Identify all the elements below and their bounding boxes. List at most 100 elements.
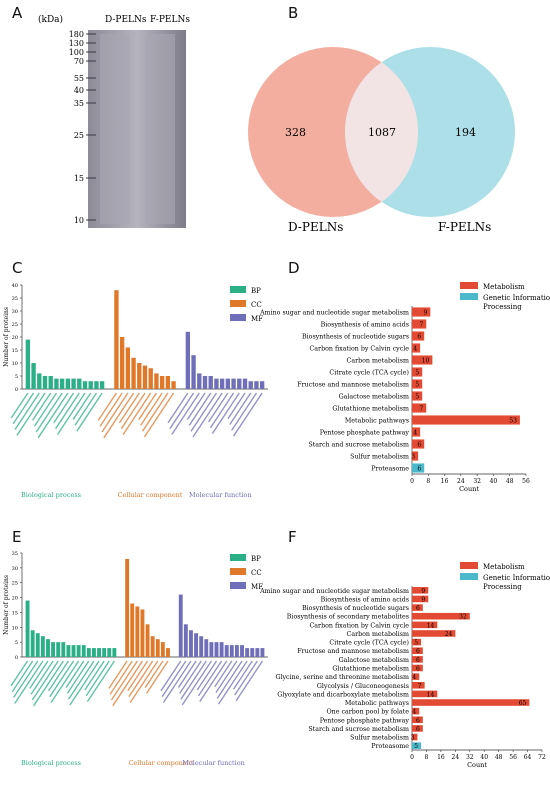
gel-lane2-label: F-PELNs xyxy=(150,15,190,25)
term-label-mark xyxy=(33,392,58,427)
bar-value-label: 5 xyxy=(415,394,419,401)
category-label: Metabolic pathways xyxy=(345,700,409,707)
bar xyxy=(412,439,425,449)
x-tick-label: 72 xyxy=(538,754,546,761)
legend-swatch-cc xyxy=(230,300,246,307)
term-label-mark xyxy=(181,660,212,706)
x-tick-label: 16 xyxy=(441,478,449,485)
bar xyxy=(412,664,423,672)
gel-marker-label: 180 xyxy=(69,30,84,39)
bar-bp xyxy=(94,381,99,389)
category-label: Metabolic pathways xyxy=(345,418,409,425)
y-tick-label: 25 xyxy=(12,322,18,328)
bar-cc xyxy=(148,368,153,389)
bar-value-label: 32 xyxy=(459,614,467,621)
bar-value-label: 5 xyxy=(414,743,418,750)
term-label-mark xyxy=(122,392,152,435)
category-label: Galactose metabolism xyxy=(339,657,409,664)
term-label-mark xyxy=(169,392,195,430)
term-label-mark xyxy=(140,392,163,426)
term-label-mark xyxy=(167,392,189,424)
category-label: Glutathione metabolism xyxy=(332,666,409,673)
term-label-mark xyxy=(192,392,223,438)
term-label-mark xyxy=(86,660,115,703)
bar-value-label: 7 xyxy=(419,322,423,329)
bar-cc xyxy=(155,639,160,657)
term-label-mark xyxy=(232,392,263,437)
bar-mf xyxy=(225,378,231,389)
bar-cc xyxy=(114,290,119,389)
term-label-mark xyxy=(188,392,212,426)
y-tick-label: 15 xyxy=(12,348,18,354)
bar-cc xyxy=(159,376,165,389)
bar-value-label: 65 xyxy=(519,700,527,707)
bar-bp xyxy=(54,378,59,389)
term-label-mark xyxy=(138,392,158,420)
term-label-mark xyxy=(76,392,103,432)
bar-value-label: 3 xyxy=(411,454,415,461)
gel-lane-1 xyxy=(100,34,130,224)
bar-bp xyxy=(61,642,66,657)
legend-swatch-metabolism xyxy=(460,282,478,289)
bar-value-label: 9 xyxy=(423,310,427,317)
category-label: Sulfur metabolism xyxy=(350,454,409,461)
term-label-mark xyxy=(208,392,229,423)
bar-cc xyxy=(166,648,170,657)
term-label-mark xyxy=(186,392,206,420)
bar-cc xyxy=(142,365,148,389)
y-tick-label: 5 xyxy=(15,640,18,646)
bar-mf xyxy=(240,645,244,657)
category-label: Carbon fixation by Calvin cycle xyxy=(309,346,409,353)
term-label-mark xyxy=(162,660,192,703)
bar-value-label: 4 xyxy=(413,346,417,353)
bar-cc xyxy=(125,347,131,389)
bar-value-label: 4 xyxy=(413,430,417,437)
venn-overlap xyxy=(345,62,419,202)
bar-value-label: 14 xyxy=(427,691,435,698)
bar-mf xyxy=(183,624,188,657)
term-label-mark xyxy=(227,392,246,420)
bar xyxy=(412,343,421,353)
group-caption-bp: Biological process xyxy=(21,759,81,767)
bar xyxy=(412,403,427,413)
term-label-mark xyxy=(49,660,75,698)
category-label: Starch and sucrose metabolism xyxy=(308,442,409,449)
bar-bp xyxy=(30,630,35,657)
bar-mf xyxy=(245,648,250,657)
category-label: Starch and sucrose metabolism xyxy=(308,726,409,733)
bar xyxy=(412,725,423,732)
panel-letter-b: B xyxy=(288,4,299,22)
bar-mf xyxy=(219,378,225,389)
bar-value-label: 6 xyxy=(417,442,421,449)
bar-mf xyxy=(254,381,259,389)
gel-lane-2 xyxy=(145,34,175,224)
x-tick-label: 56 xyxy=(522,478,530,485)
bar-bp xyxy=(35,633,40,657)
category-label: Amino sugar and nucleotide sugar metabol… xyxy=(259,310,409,317)
bar-bp xyxy=(76,645,81,657)
category-label: One carbon pool by folate xyxy=(327,709,410,716)
bar-bp xyxy=(25,600,30,657)
legend-label-bp: BP xyxy=(251,287,261,295)
bar xyxy=(412,415,520,425)
bar-mf xyxy=(234,645,239,657)
term-label-mark xyxy=(145,660,169,694)
term-label-mark xyxy=(118,392,140,424)
category-label: Glutathione metabolism xyxy=(332,406,409,413)
y-tick-label: 15 xyxy=(12,610,18,616)
bar-value-label: 4 xyxy=(412,674,416,681)
term-label-mark xyxy=(16,392,46,436)
term-label-mark xyxy=(211,392,240,435)
bar-bp xyxy=(71,645,76,657)
term-label-mark xyxy=(141,392,169,432)
bar-value-label: 6 xyxy=(417,334,421,341)
panel-letter-f: F xyxy=(288,528,297,546)
term-label-mark xyxy=(56,392,86,435)
bar-mf xyxy=(194,633,199,657)
category-label: Carbon metabolism xyxy=(347,358,410,365)
bar xyxy=(412,699,530,706)
bar-bp xyxy=(107,648,112,657)
category-label: Carbon metabolism xyxy=(347,631,410,638)
bar xyxy=(412,451,419,461)
bar xyxy=(412,355,433,365)
